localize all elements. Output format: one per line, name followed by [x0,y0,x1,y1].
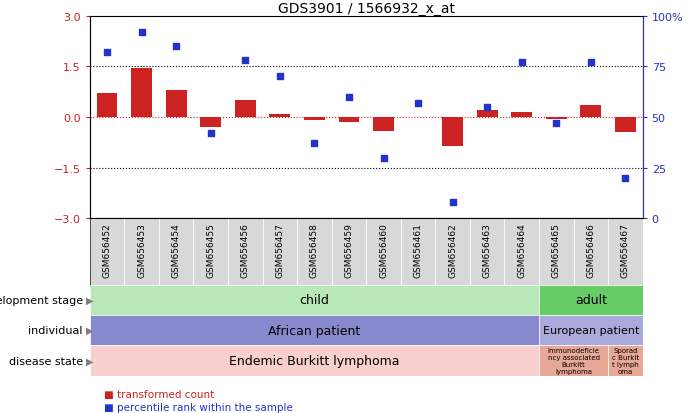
Text: European patient: European patient [542,325,639,335]
Bar [580,106,601,118]
Text: GSM656462: GSM656462 [448,222,457,277]
Bar [539,315,643,346]
Bar [442,118,463,146]
Bar [166,91,187,118]
Point [171,43,182,50]
Text: ■ transformed count: ■ transformed count [104,389,214,399]
Text: ▶: ▶ [86,295,94,305]
Text: GSM656459: GSM656459 [344,222,354,277]
Bar [97,94,117,118]
Text: GSM656458: GSM656458 [310,222,319,277]
Text: individual: individual [28,325,83,335]
Point [620,175,631,182]
Bar [193,219,228,289]
Bar [90,285,539,315]
Bar [574,219,608,289]
Bar [477,111,498,118]
Text: adult: adult [575,294,607,306]
Bar [435,219,470,289]
Point [240,58,251,64]
Bar [200,118,221,128]
Text: ■ percentile rank within the sample: ■ percentile rank within the sample [104,402,292,412]
Bar [90,346,539,376]
Bar [90,315,539,346]
Text: GSM656467: GSM656467 [621,222,630,277]
Text: GSM656453: GSM656453 [137,222,146,277]
Bar [332,219,366,289]
Text: ▶: ▶ [86,325,94,335]
Text: GSM656460: GSM656460 [379,222,388,277]
Text: GSM656457: GSM656457 [275,222,285,277]
Bar [401,219,435,289]
Point [378,155,389,161]
Bar [269,114,290,118]
Text: Immunodeficie
ncy associated
Burkitt
lymphoma: Immunodeficie ncy associated Burkitt lym… [547,347,600,374]
Text: African patient: African patient [268,324,361,337]
Bar [304,118,325,121]
Bar [297,219,332,289]
Text: GSM656456: GSM656456 [240,222,250,277]
Text: Endemic Burkitt lymphoma: Endemic Burkitt lymphoma [229,354,399,367]
Bar [615,118,636,133]
Point [102,50,113,56]
Point [309,141,320,147]
Text: child: child [299,294,330,306]
Point [482,104,493,111]
Bar [366,219,401,289]
Bar [539,346,608,376]
Title: GDS3901 / 1566932_x_at: GDS3901 / 1566932_x_at [278,2,455,16]
Text: GSM656465: GSM656465 [551,222,561,277]
Point [274,74,285,81]
Point [551,121,562,127]
Text: GSM656452: GSM656452 [102,222,112,277]
Bar [504,219,539,289]
Bar [373,118,394,131]
Bar [159,219,193,289]
Point [516,60,527,66]
Bar [470,219,504,289]
Text: development stage: development stage [0,295,83,305]
Text: GSM656466: GSM656466 [586,222,596,277]
Bar [539,285,643,315]
Point [136,29,147,36]
Bar [608,219,643,289]
Text: disease state: disease state [9,356,83,366]
Point [413,100,424,107]
Text: GSM656455: GSM656455 [206,222,216,277]
Point [205,131,216,137]
Bar [228,219,263,289]
Bar [339,118,359,123]
Bar [539,219,574,289]
Bar [608,346,643,376]
Bar [124,219,159,289]
Text: GSM656461: GSM656461 [413,222,423,277]
Bar [235,101,256,118]
Point [343,94,354,101]
Bar [263,219,297,289]
Point [447,199,458,206]
Text: GSM656454: GSM656454 [171,222,181,277]
Point [585,60,596,66]
Text: ▶: ▶ [86,356,94,366]
Bar [546,118,567,119]
Bar [90,219,124,289]
Text: GSM656464: GSM656464 [517,222,527,277]
Text: GSM656463: GSM656463 [482,222,492,277]
Text: Sporad
c Burkit
t lymph
oma: Sporad c Burkit t lymph oma [612,347,639,374]
Bar [511,113,532,118]
Bar [131,69,152,118]
